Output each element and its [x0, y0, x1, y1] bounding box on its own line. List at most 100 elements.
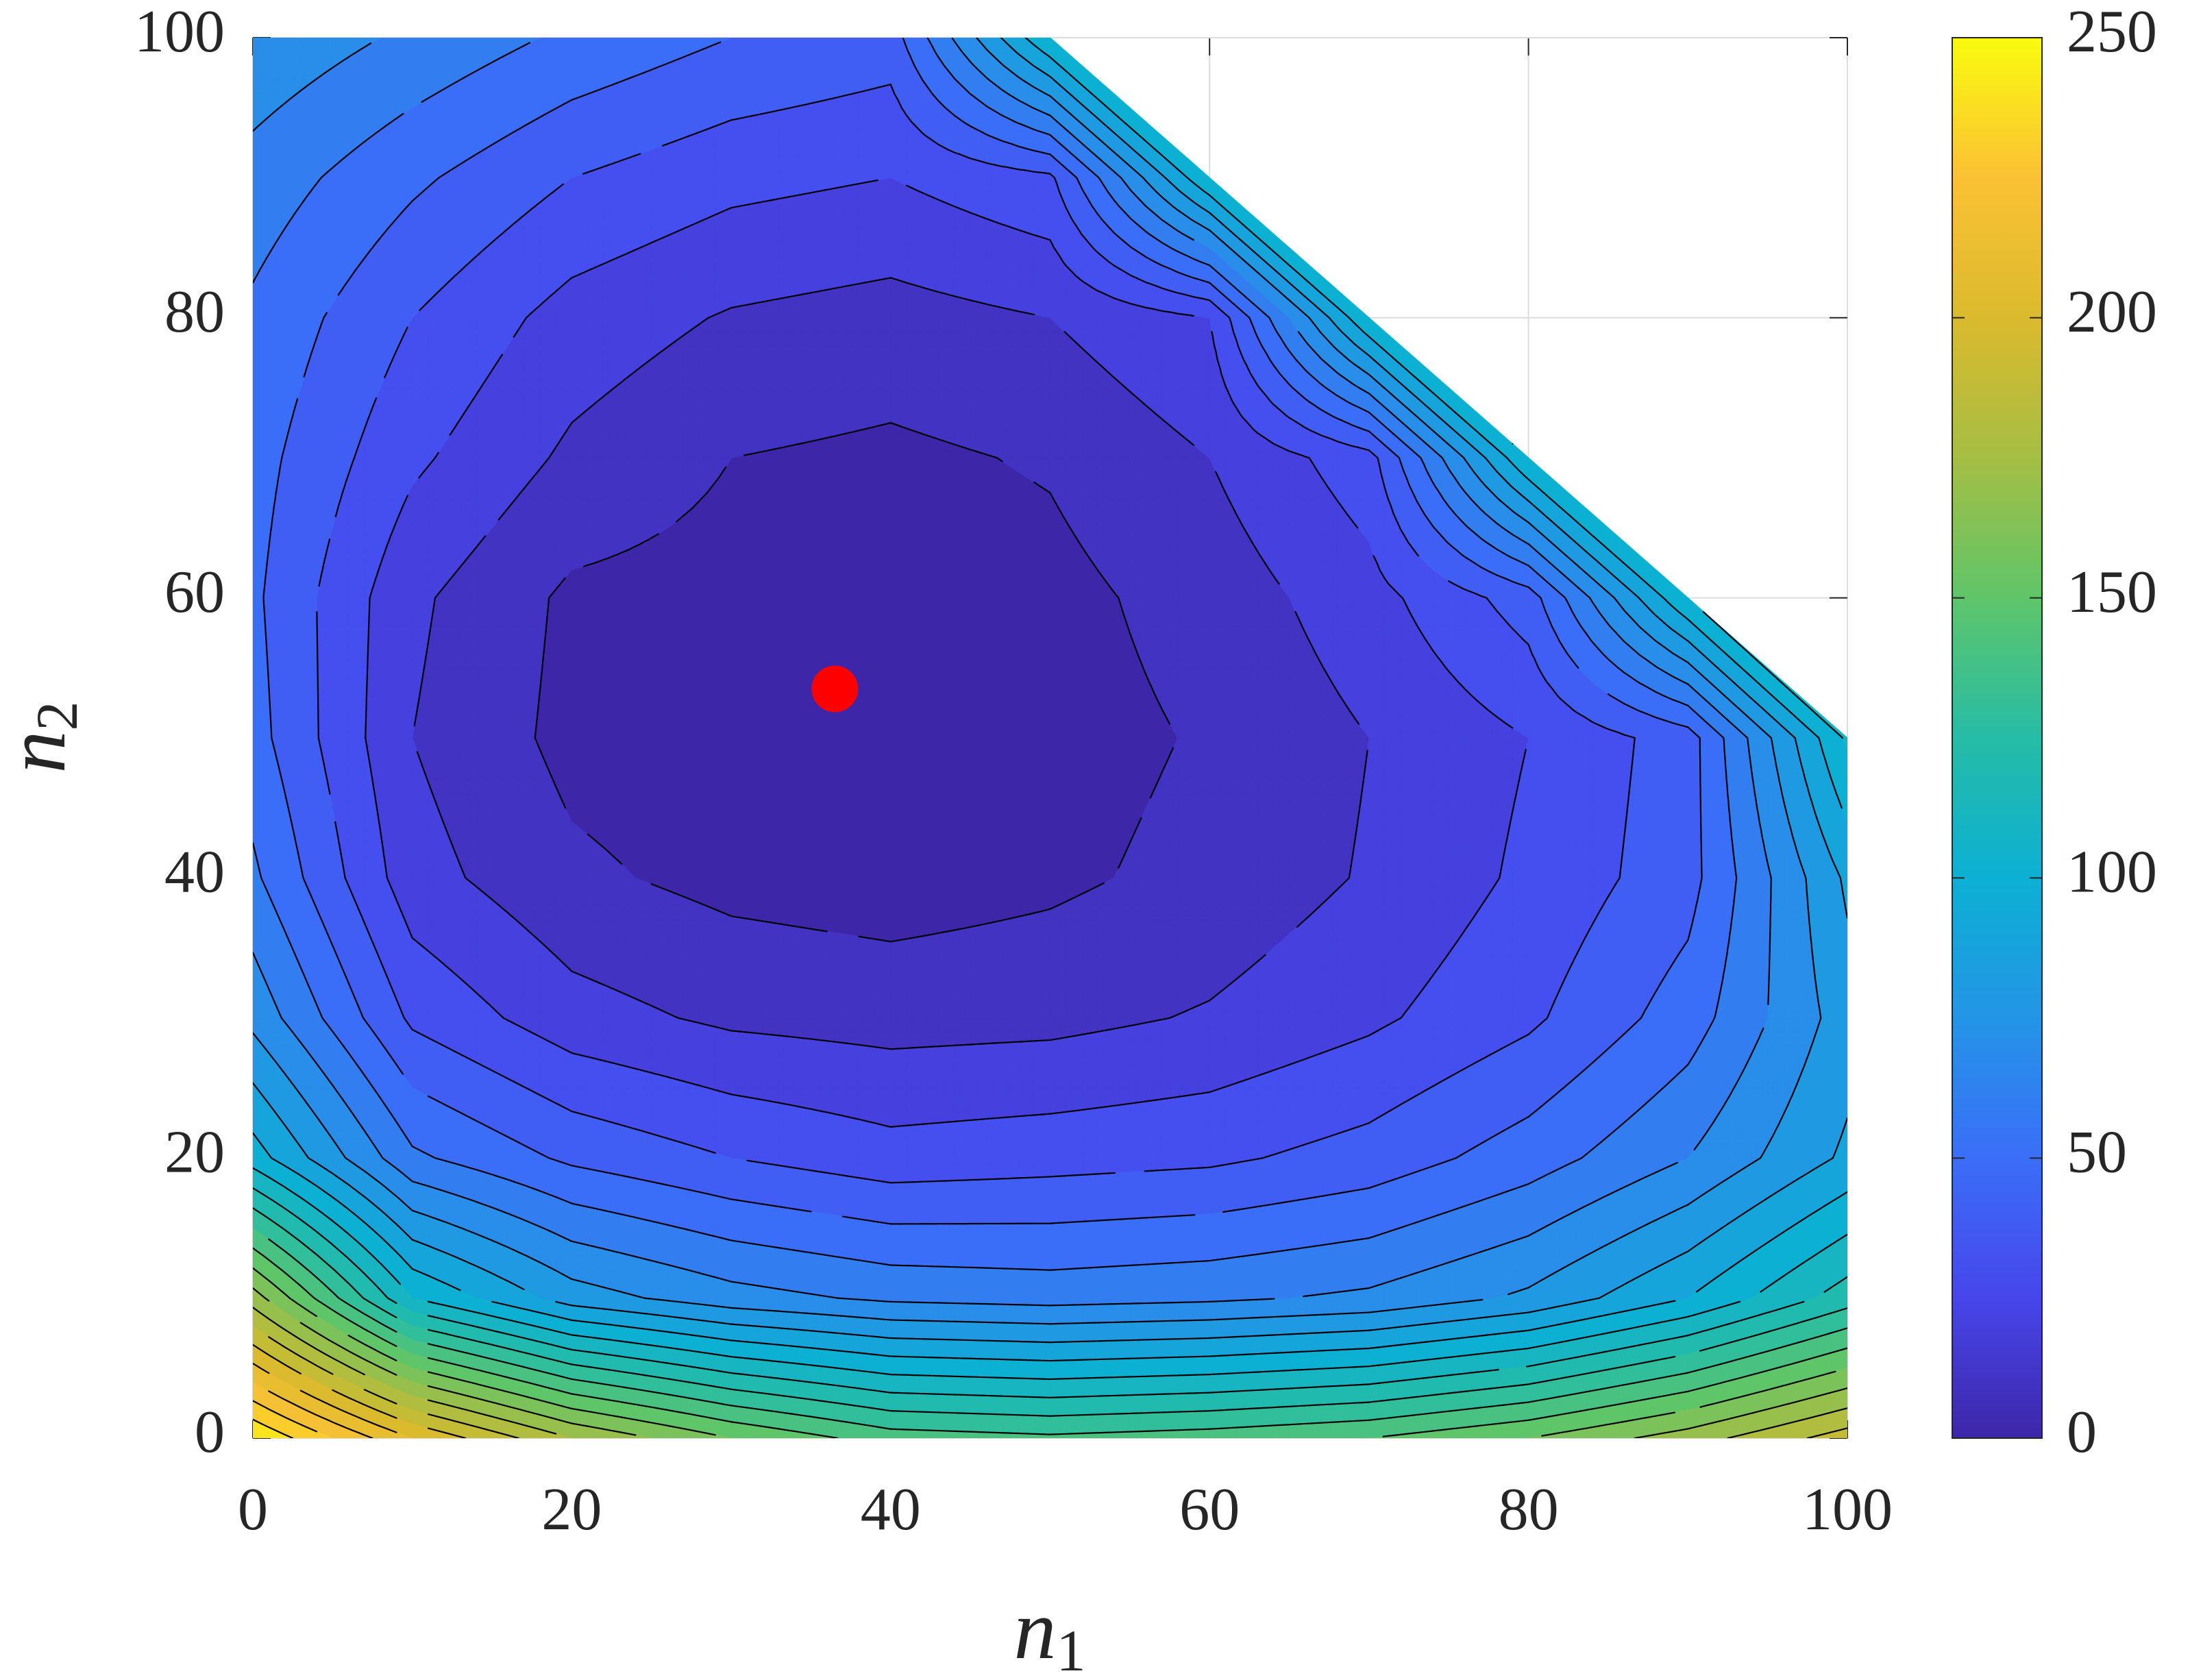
contour-line: [386, 1297, 397, 1305]
contour-band: [365, 597, 414, 739]
contour-line: [1368, 336, 1508, 459]
contour-line: [889, 908, 1051, 943]
contour-line: [996, 457, 1051, 494]
y-axis-label-base: n: [0, 731, 83, 774]
contour-line: [1527, 1315, 1689, 1350]
contour-line: [1248, 317, 1370, 432]
contour-line: [1348, 317, 1370, 338]
contour-line: [1581, 1063, 1689, 1159]
contour-line: [1308, 457, 1359, 529]
contour-line: [308, 1157, 413, 1241]
contour-line: [1368, 1311, 1529, 1331]
contour-line: [253, 1247, 315, 1299]
contour-line: [411, 1268, 461, 1292]
contour-line: [1420, 457, 1529, 567]
contour-line: [1049, 1300, 1211, 1307]
contour-line: [1120, 177, 1195, 241]
contour-line: [582, 119, 733, 175]
contour-line: [427, 1427, 467, 1438]
contour-line: [253, 1167, 402, 1285]
contour-line: [1368, 1033, 1529, 1124]
contour-band: [570, 207, 733, 319]
contour-line: [253, 42, 372, 132]
contour-line: [280, 1017, 384, 1159]
contour-band: [410, 38, 573, 179]
contour-line: [1368, 1347, 1529, 1368]
contour-line: [889, 1392, 1051, 1398]
contour-line: [730, 1239, 891, 1266]
contour-line: [1702, 610, 1844, 739]
contour-line: [1049, 1428, 1211, 1435]
contour-line: [1049, 1259, 1211, 1271]
x-tick-label: 0: [238, 1477, 268, 1543]
contour-line: [1049, 75, 1166, 179]
contour-line: [321, 1017, 413, 1148]
contour-line: [1368, 411, 1422, 459]
contour-line: [253, 1287, 266, 1299]
contour-line: [1098, 177, 1211, 267]
contour-line: [253, 1207, 365, 1299]
contour-line: [411, 937, 504, 1019]
contour-band: [570, 456, 733, 571]
y-tick-label: 0: [195, 1399, 225, 1466]
contour-line: [951, 38, 1051, 116]
contour-line: [411, 1028, 573, 1113]
contour-line: [1527, 1390, 1689, 1421]
contour-line: [1302, 1287, 1370, 1298]
contour-line: [1806, 1427, 1847, 1438]
contour-band: [1208, 737, 1370, 879]
contour-line: [353, 326, 408, 459]
contour-band: [570, 877, 733, 1020]
contour-line: [1640, 939, 1689, 1019]
contour-line: [1687, 1327, 1847, 1374]
contour-line: [1527, 521, 1615, 599]
contour-line: [650, 883, 733, 917]
contour-line: [323, 200, 413, 319]
contour-line: [253, 1187, 389, 1299]
contour-band: [1747, 737, 1807, 879]
contour-line: [1368, 1298, 1484, 1313]
contour-line: [1262, 1122, 1370, 1159]
contour-line: [1209, 877, 1350, 1002]
contour-line: [1209, 1401, 1370, 1412]
contour-line: [1687, 704, 1725, 739]
contour-line: [1049, 1373, 1211, 1381]
contour-line: [1506, 457, 1529, 480]
contour-band: [1048, 1017, 1211, 1115]
x-tick-label: 40: [861, 1477, 921, 1543]
contour-band: [889, 909, 1052, 1020]
contour-line: [889, 1300, 1051, 1307]
contour-line: [1794, 737, 1841, 879]
contour-line: [1049, 56, 1188, 179]
contour-band: [730, 456, 892, 599]
contour-line: [382, 1157, 413, 1183]
contour-line: [317, 737, 346, 879]
contour-band: [323, 199, 414, 319]
contour-line: [1527, 565, 1566, 599]
contour-line: [1687, 1017, 1716, 1066]
contour-band: [411, 937, 505, 1020]
contour-line: [571, 970, 679, 1019]
contour-line: [730, 1307, 891, 1321]
contour-line: [1209, 1347, 1370, 1357]
y-tick-label: 80: [164, 279, 225, 345]
contour-line: [413, 597, 436, 727]
colorbar-tick-label: 250: [2067, 0, 2157, 65]
contour-line: [411, 1181, 573, 1242]
contour-band: [889, 317, 1052, 459]
contour-line: [1527, 1372, 1689, 1403]
contour-line: [411, 177, 440, 202]
contour-line: [1687, 1157, 1834, 1252]
contour-line: [1527, 478, 1664, 599]
contour-line: [730, 1094, 891, 1128]
contour-line: [1823, 1276, 1847, 1293]
contour-line: [1818, 737, 1843, 809]
contour-line: [465, 877, 573, 972]
contour-line: [427, 1315, 573, 1351]
contour-line: [534, 597, 550, 739]
contour-line: [1049, 1214, 1196, 1224]
contour-line: [1368, 430, 1401, 459]
contour-line: [268, 1336, 397, 1405]
contour-band: [437, 99, 573, 179]
contour-line: [253, 1400, 318, 1433]
